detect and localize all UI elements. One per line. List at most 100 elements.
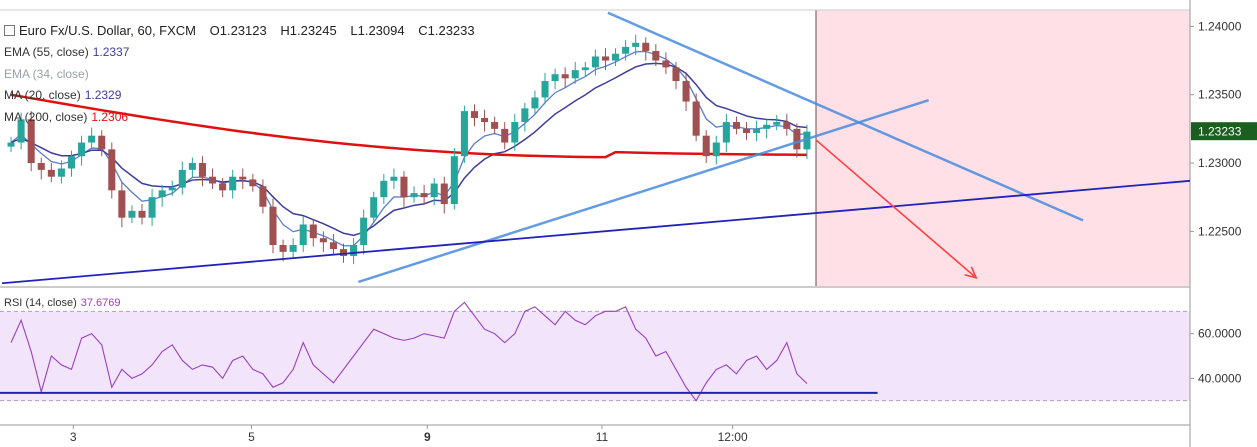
candle-body xyxy=(753,128,761,133)
indicator-label: MA (200, close) xyxy=(4,110,88,124)
candle-body xyxy=(370,197,378,218)
price-axis-label: 1.23500 xyxy=(1198,88,1242,102)
candle-body xyxy=(793,128,801,150)
ema34-line xyxy=(10,50,808,247)
current-price-badge xyxy=(1191,122,1257,141)
candle-body xyxy=(108,149,116,191)
indicator-value: 1.2306 xyxy=(91,110,129,124)
candle-body xyxy=(773,122,781,125)
candle-body xyxy=(672,67,680,82)
indicator-ema34[interactable]: EMA (34, close) xyxy=(4,67,89,81)
candle-body xyxy=(622,46,630,54)
candle-body xyxy=(209,176,217,184)
candle-body xyxy=(319,238,327,243)
candle-body xyxy=(410,193,418,198)
candle-body xyxy=(148,197,156,218)
candle-body xyxy=(450,156,458,205)
indicator-ema55[interactable]: EMA (55, close) 1.2337 xyxy=(4,45,129,59)
candle-body xyxy=(138,210,146,218)
indicator-label: EMA (34, close) xyxy=(4,67,89,81)
time-axis-label: 11 xyxy=(596,430,609,444)
candle-body xyxy=(279,245,287,252)
candle-body xyxy=(380,180,388,198)
candle-body xyxy=(692,101,700,136)
forecast-arrow-head xyxy=(964,266,978,280)
forecast-zone xyxy=(816,10,1190,286)
candle-body xyxy=(481,117,489,123)
price-axis-label: 1.22500 xyxy=(1198,224,1242,238)
candle-body xyxy=(742,128,751,133)
indicator-label: EMA (55, close) xyxy=(4,45,89,59)
collapse-checkbox-icon[interactable] xyxy=(4,25,15,36)
candle-body xyxy=(571,70,579,79)
time-axis-label: 12:00 xyxy=(718,430,748,444)
candle-body xyxy=(803,131,811,150)
ema55-line xyxy=(10,62,808,237)
candle-body xyxy=(430,183,438,198)
rsi-axis-label: 60.0000 xyxy=(1198,327,1242,341)
candle-body xyxy=(561,74,569,79)
candle-body xyxy=(390,176,398,181)
candle-body xyxy=(67,156,76,169)
candle-body xyxy=(440,183,448,205)
indicator-value: 1.2329 xyxy=(84,88,122,102)
candle-body xyxy=(309,224,317,239)
rsi-legend[interactable]: RSI (14, close) 37.6769 xyxy=(4,297,121,309)
candle-body xyxy=(531,97,539,109)
candle-body xyxy=(763,124,771,129)
time-axis-label: 3 xyxy=(70,430,77,444)
candle-body xyxy=(511,122,519,143)
rsi-axis-label: 40.0000 xyxy=(1198,371,1242,385)
symbol-header: Euro Fx/U.S. Dollar, 60, FXCM O1.23123 H… xyxy=(4,23,475,38)
candle-body xyxy=(219,183,227,191)
candle-body xyxy=(783,122,791,129)
current-price-label: 1.23233 xyxy=(1198,125,1242,139)
candle-body xyxy=(188,163,196,170)
candle-body xyxy=(460,111,468,157)
candle-body xyxy=(612,53,620,61)
ohlc-open: O1.23123 xyxy=(209,23,267,38)
candle-body xyxy=(591,56,599,68)
candle-body xyxy=(601,56,609,61)
time-axis-label: 9 xyxy=(424,430,431,444)
candle-body xyxy=(7,142,15,147)
candle-body xyxy=(118,190,126,218)
candle-body xyxy=(470,111,479,118)
candle-body xyxy=(339,249,348,256)
candle-body xyxy=(98,135,106,150)
candle-body xyxy=(732,122,740,129)
descending-trendline xyxy=(607,11,1084,222)
candle-body xyxy=(27,119,35,164)
rsi-band xyxy=(0,311,1190,401)
candle-body xyxy=(350,245,358,256)
forecast-arrow xyxy=(815,139,977,279)
indicator-ma200[interactable]: MA (200, close) 1.2306 xyxy=(4,110,128,124)
candle-body xyxy=(17,119,25,143)
symbol-title: Euro Fx/U.S. Dollar, 60, FXCM xyxy=(19,23,196,38)
candle-body xyxy=(662,60,670,68)
ascending-trendline xyxy=(358,98,930,284)
candle-body xyxy=(652,50,660,61)
candle-body xyxy=(128,210,136,218)
candle-body xyxy=(722,122,730,143)
candle-body xyxy=(178,169,186,188)
candle-body xyxy=(299,224,307,246)
price-axis-label: 1.23000 xyxy=(1198,156,1242,170)
candle-body xyxy=(632,42,640,47)
candle-body xyxy=(541,81,549,98)
indicator-ma20[interactable]: MA (20, close) 1.2329 xyxy=(4,88,121,102)
candle-body xyxy=(400,176,408,198)
candle-body xyxy=(57,168,65,177)
candle-body xyxy=(360,217,368,246)
rsi-label: RSI (14, close) xyxy=(4,297,77,309)
price-axis-label: 1.24000 xyxy=(1198,19,1242,33)
time-axis-label: 5 xyxy=(248,430,255,444)
candle-body xyxy=(249,179,257,187)
candle-body xyxy=(521,108,529,123)
candle-body xyxy=(712,142,720,157)
ohlc-low: L1.23094 xyxy=(350,23,405,38)
ohlc-close: C1.23233 xyxy=(418,23,475,38)
candle-body xyxy=(88,135,96,143)
candle-body xyxy=(581,67,589,71)
rsi-line xyxy=(10,301,808,402)
